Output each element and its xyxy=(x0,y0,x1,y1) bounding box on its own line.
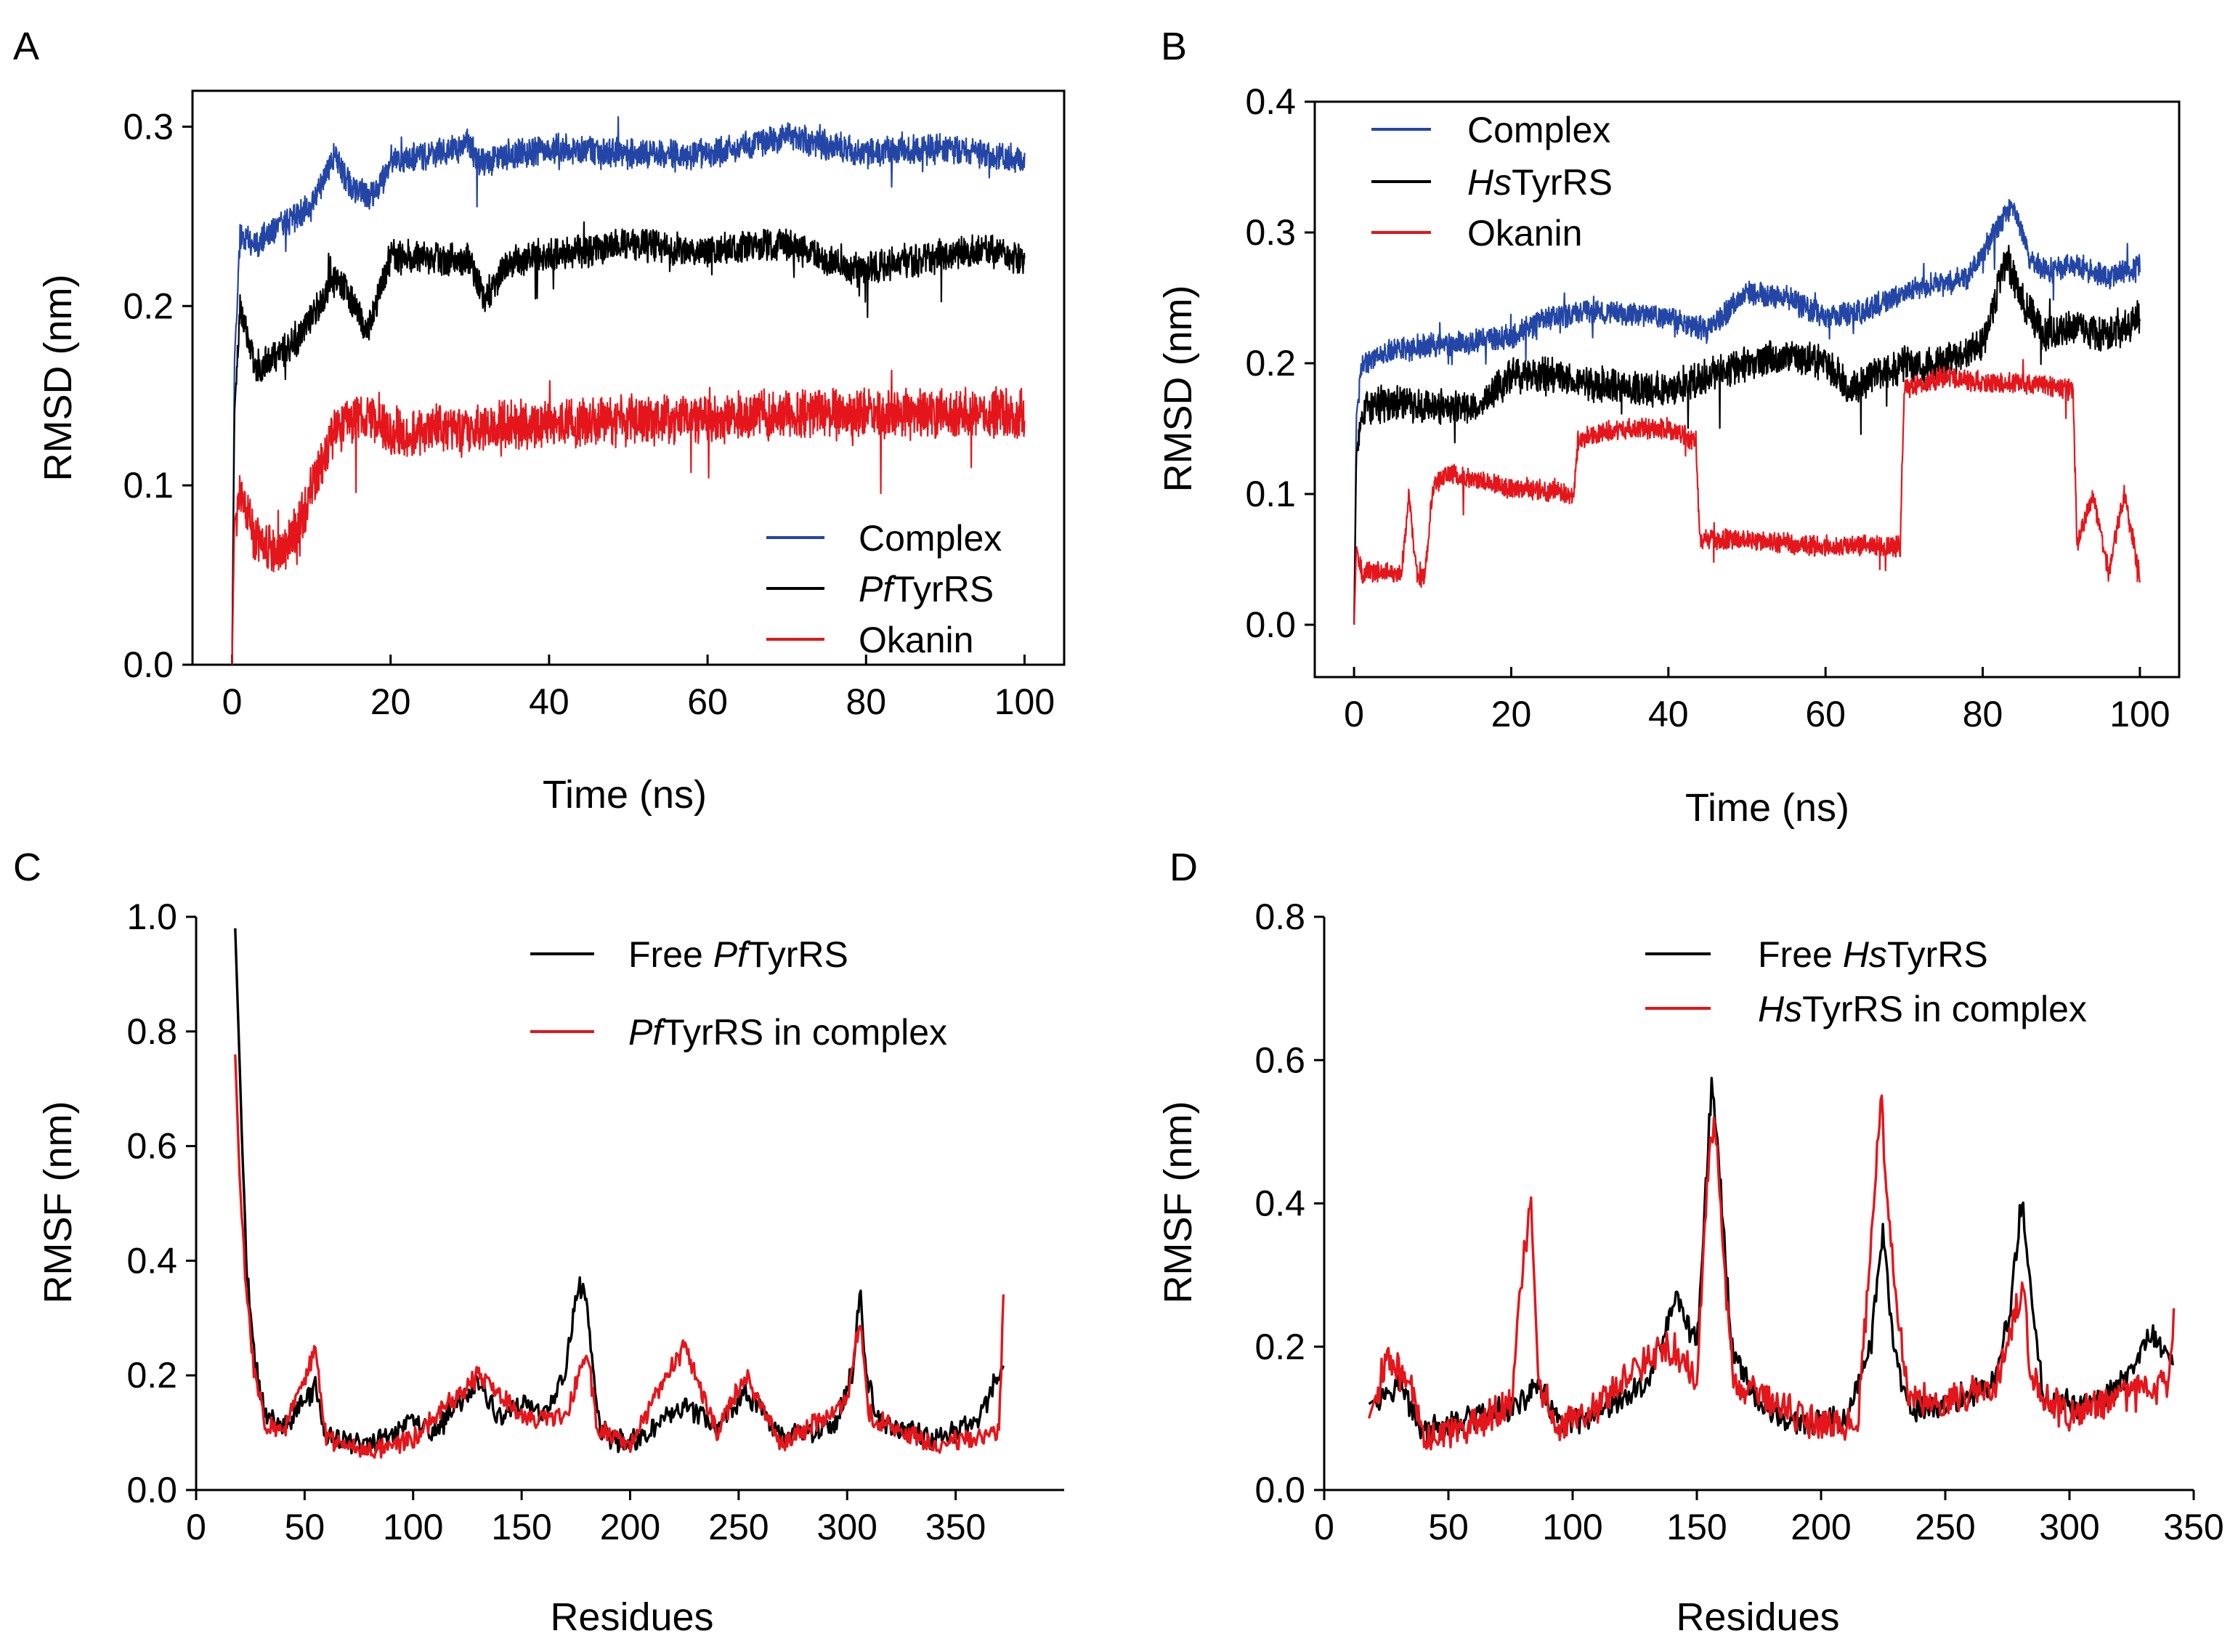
panel-d-series-hstyrrs-in-complex xyxy=(1367,1094,2176,1451)
panel-c-x-tick-label: 300 xyxy=(817,1507,877,1547)
panel-a-x-axis-label: Time (ns) xyxy=(543,773,707,817)
panel-d-y-tick-label: 0.0 xyxy=(1254,1470,1305,1510)
panel-c-y-tick-label: 0.0 xyxy=(126,1470,177,1510)
panel-d: D 0 50 100 150 200 250 300 350 0.0 0.2 0.4 0.6 0.8 R… xyxy=(1156,846,2224,1639)
panel-c-y-tick-label: 1.0 xyxy=(126,896,177,937)
panel-c-x-axis-label: Residues xyxy=(550,1595,713,1639)
panel-d-y-tick-label: 0.8 xyxy=(1254,896,1305,937)
panel-b-x-tick-label: 40 xyxy=(1648,694,1689,734)
panel-d-x-tick-label: 300 xyxy=(2039,1507,2099,1547)
panel-b-y-tick-label: 0.0 xyxy=(1245,604,1296,645)
panel-a-frame xyxy=(191,89,1066,666)
panel-a-y-tick-label: 0.1 xyxy=(123,465,174,506)
panel-b-legend-complex: Complex xyxy=(1467,110,1610,150)
panel-c: C 0 50 100 150 200 250 300 350 0.0 0.2 0.4 0.6 0.8 1.… xyxy=(13,846,1064,1639)
panel-d-x-tick-label: 0 xyxy=(1314,1507,1334,1547)
panel-c-x-tick-label: 350 xyxy=(925,1507,986,1547)
panel-c-y-tick-label: 0.6 xyxy=(126,1126,177,1167)
panel-d-x-tick-label: 250 xyxy=(1915,1507,1975,1547)
panel-c-y-tick-label: 0.2 xyxy=(126,1355,177,1396)
panel-b-x-tick-label: 0 xyxy=(1344,694,1364,734)
panel-d-x-tick-label: 150 xyxy=(1666,1507,1727,1547)
panel-c-x-tick-label: 250 xyxy=(708,1507,769,1547)
panel-d-legend: Free HsTyrRS HsTyrRS in complex xyxy=(1645,934,2087,1029)
panel-c-legend: Free PfTyrRS PfTyrRS in complex xyxy=(530,934,947,1053)
panel-a-legend-complex: Complex xyxy=(859,518,1002,559)
panel-c-legend-complex: PfTyrRS in complex xyxy=(628,1012,947,1053)
panel-d-legend-free: Free HsTyrRS xyxy=(1758,934,1988,975)
panel-b-y-tick-label: 0.4 xyxy=(1245,81,1296,122)
panel-a-y-tick-label: 0.2 xyxy=(123,286,174,326)
panel-c-y-tick-label: 0.8 xyxy=(126,1011,177,1052)
panel-b-y-tick-label: 0.1 xyxy=(1245,474,1296,514)
panel-a-x-tick-label: 20 xyxy=(370,681,411,722)
panel-a-y-tick-label: 0.0 xyxy=(123,644,174,685)
panel-b-frame xyxy=(1313,100,2181,679)
panel-b-letter: B xyxy=(1161,25,1187,68)
panel-d-y-tick-label: 0.2 xyxy=(1254,1327,1305,1367)
panel-a-legend: Complex PfTyrRS Okanin xyxy=(766,518,1002,660)
panel-a-x-tick-label: 80 xyxy=(846,681,886,722)
panel-d-y-tick-label: 0.4 xyxy=(1254,1183,1305,1224)
panel-a-series-okanin xyxy=(231,369,1026,665)
panel-b-legend-hstyrrs: HsTyrRS xyxy=(1467,162,1613,203)
panel-a-series-complex xyxy=(231,116,1026,665)
panel-c-y-axis-label: RMSF (nm) xyxy=(36,1101,80,1304)
panel-b-x-tick-label: 100 xyxy=(2109,694,2170,734)
panel-d-x-tick-label: 350 xyxy=(2163,1507,2223,1547)
panel-d-x-tick-label: 200 xyxy=(1791,1507,1851,1547)
panel-a: A 0 20 40 60 80 100 0.0 0.1 0.2 0.3 Time (ns) RMS… xyxy=(13,25,1066,817)
panel-a-series-pftyrrs xyxy=(231,221,1026,665)
panel-b-series-hstyrrs xyxy=(1353,244,2141,625)
panel-a-x-tick-label: 40 xyxy=(529,681,569,722)
panel-c-legend-free: Free PfTyrRS xyxy=(628,934,848,975)
panel-d-legend-complex: HsTyrRS in complex xyxy=(1758,989,2087,1029)
panel-c-series-pftyrrs-in-complex xyxy=(234,1054,1005,1459)
panel-c-x-tick-label: 200 xyxy=(600,1507,660,1547)
panel-a-x-tick-label: 60 xyxy=(687,681,728,722)
panel-a-legend-okanin: Okanin xyxy=(859,620,973,660)
panel-c-y-tick-label: 0.4 xyxy=(126,1240,177,1281)
panel-d-x-tick-label: 50 xyxy=(1428,1507,1469,1547)
panel-a-x-tick-label: 100 xyxy=(994,681,1055,722)
panel-b-legend-okanin: Okanin xyxy=(1467,213,1582,254)
panel-b-y-tick-label: 0.2 xyxy=(1245,343,1296,384)
panel-a-legend-pftyrrs: PfTyrRS xyxy=(859,569,994,610)
panel-b-x-tick-label: 60 xyxy=(1805,694,1846,734)
panel-b-y-tick-label: 0.3 xyxy=(1245,212,1296,253)
panel-c-x-tick-label: 0 xyxy=(186,1507,206,1547)
panel-a-letter: A xyxy=(13,25,39,68)
panel-c-letter: C xyxy=(13,846,41,889)
panel-d-x-tick-label: 100 xyxy=(1542,1507,1602,1547)
panel-b-x-axis-label: Time (ns) xyxy=(1685,786,1849,830)
panel-a-y-axis-label: RMSD (nm) xyxy=(36,275,80,482)
panel-b-x-tick-label: 80 xyxy=(1963,694,2003,734)
panel-a-y-tick-label: 0.3 xyxy=(123,106,174,147)
panel-d-y-tick-label: 0.6 xyxy=(1254,1040,1305,1080)
panel-d-y-axis-label: RMSF (nm) xyxy=(1156,1101,1200,1304)
panel-b-x-tick-label: 20 xyxy=(1491,694,1532,734)
panel-b-series-okanin xyxy=(1353,359,2141,625)
panel-b-series-complex xyxy=(1353,198,2141,625)
panel-d-letter: D xyxy=(1169,846,1198,889)
panel-b-legend: Complex HsTyrRS Okanin xyxy=(1371,110,1613,254)
panel-a-x-tick-label: 0 xyxy=(222,681,243,722)
panel-c-x-tick-label: 50 xyxy=(285,1507,325,1547)
panel-c-series-free-pftyrrs xyxy=(234,928,1005,1454)
panel-c-x-tick-label: 100 xyxy=(383,1507,443,1547)
panel-c-x-tick-label: 150 xyxy=(491,1507,551,1547)
panel-b-y-axis-label: RMSD (nm) xyxy=(1156,286,1200,493)
panel-d-x-axis-label: Residues xyxy=(1676,1595,1839,1639)
